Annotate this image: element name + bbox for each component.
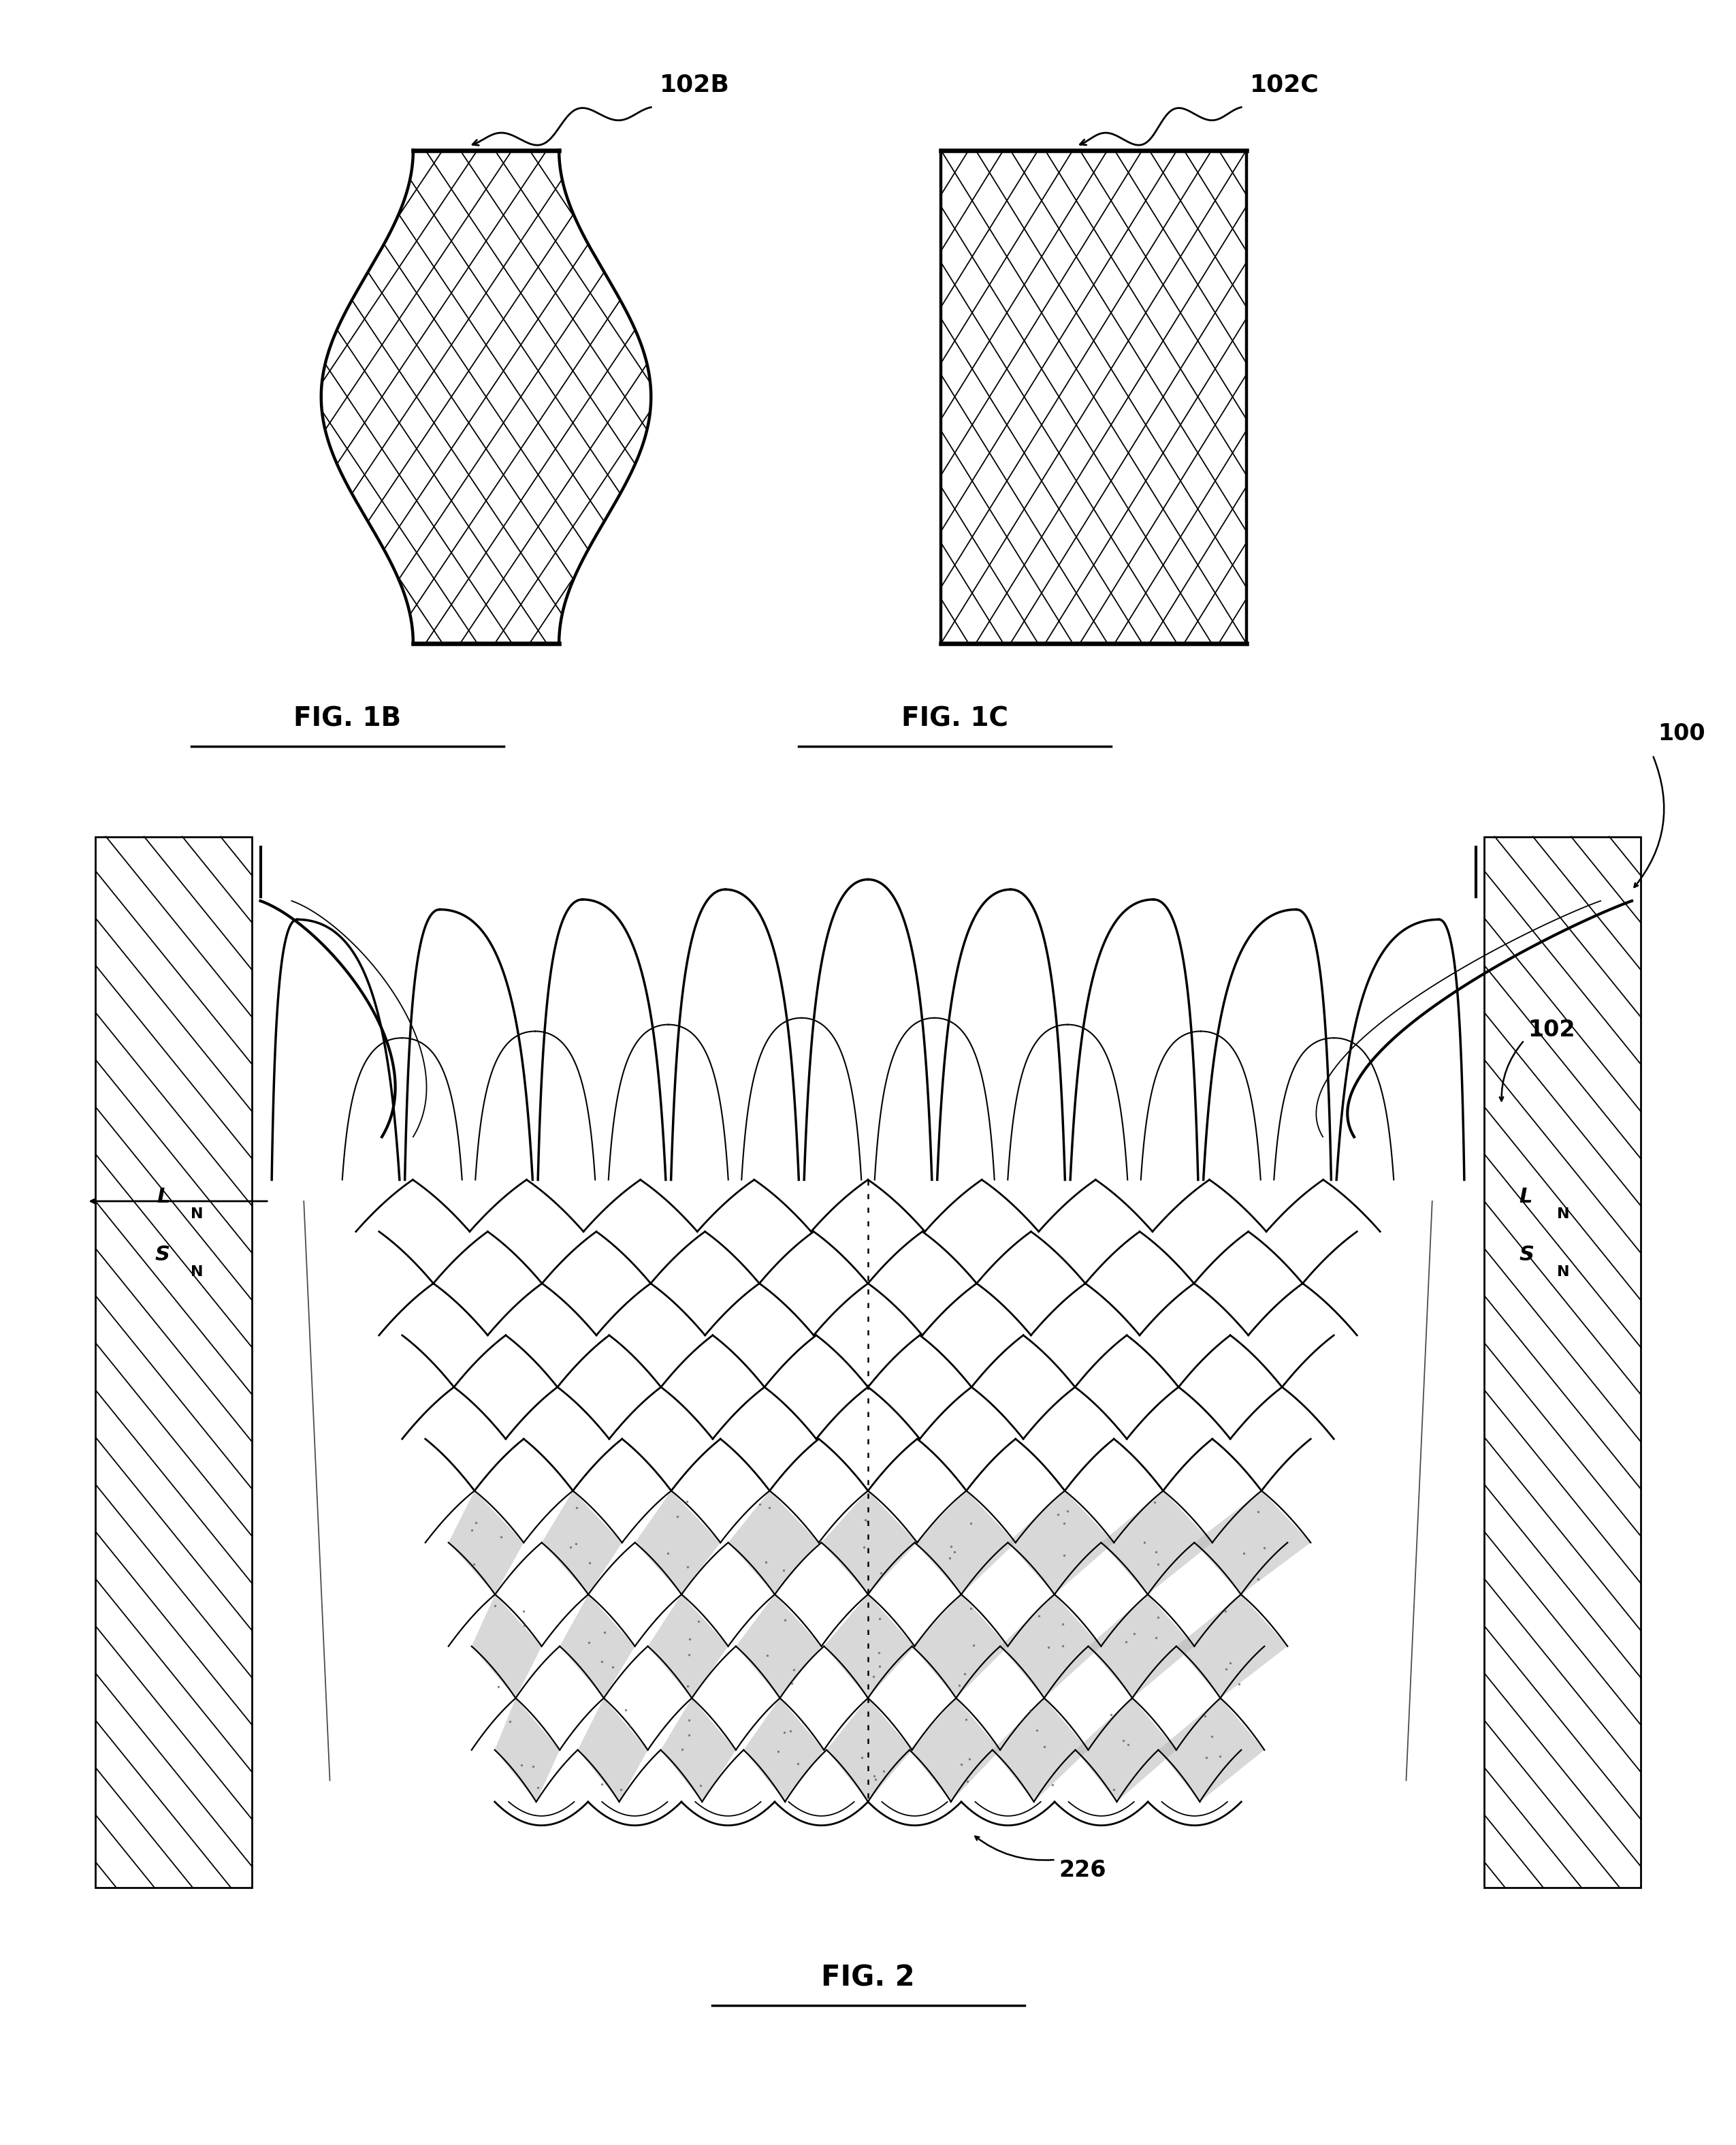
Polygon shape xyxy=(1075,1699,1177,1802)
Polygon shape xyxy=(448,1491,524,1594)
Text: 226: 226 xyxy=(1059,1860,1106,1881)
Polygon shape xyxy=(1101,1491,1212,1594)
Text: FIG. 2: FIG. 2 xyxy=(821,1963,915,1993)
Polygon shape xyxy=(1000,1594,1101,1699)
Polygon shape xyxy=(727,1491,819,1594)
Polygon shape xyxy=(911,1594,1009,1699)
Polygon shape xyxy=(910,1699,1000,1802)
Text: S: S xyxy=(1519,1244,1535,1266)
Text: 102C: 102C xyxy=(1250,73,1319,97)
Text: N: N xyxy=(1557,1266,1569,1278)
Text: 102: 102 xyxy=(1528,1019,1575,1040)
Polygon shape xyxy=(743,1699,825,1802)
Polygon shape xyxy=(648,1594,727,1699)
Bar xyxy=(95,837,252,1888)
Polygon shape xyxy=(825,1594,915,1699)
Polygon shape xyxy=(821,1491,917,1594)
Polygon shape xyxy=(661,1699,736,1802)
Polygon shape xyxy=(495,1699,559,1802)
Polygon shape xyxy=(993,1699,1088,1802)
Polygon shape xyxy=(542,1491,621,1594)
Text: L: L xyxy=(1519,1186,1533,1208)
Polygon shape xyxy=(1158,1699,1264,1802)
Text: FIG. 1B: FIG. 1B xyxy=(293,706,401,731)
Polygon shape xyxy=(826,1699,911,1802)
Text: L: L xyxy=(156,1186,170,1208)
Polygon shape xyxy=(635,1491,720,1594)
Text: 102B: 102B xyxy=(660,73,729,97)
Text: 100: 100 xyxy=(1658,723,1705,744)
Text: N: N xyxy=(1557,1208,1569,1221)
Text: N: N xyxy=(191,1266,203,1278)
Polygon shape xyxy=(578,1699,648,1802)
Polygon shape xyxy=(1088,1594,1194,1699)
Polygon shape xyxy=(1009,1491,1115,1594)
Polygon shape xyxy=(1177,1594,1288,1699)
Bar xyxy=(1484,837,1641,1888)
Text: S: S xyxy=(155,1244,170,1266)
Polygon shape xyxy=(1194,1491,1311,1594)
Text: N: N xyxy=(191,1208,203,1221)
Polygon shape xyxy=(915,1491,1016,1594)
Polygon shape xyxy=(472,1594,542,1699)
Polygon shape xyxy=(736,1594,821,1699)
Text: FIG. 1C: FIG. 1C xyxy=(901,706,1009,731)
Polygon shape xyxy=(559,1594,635,1699)
